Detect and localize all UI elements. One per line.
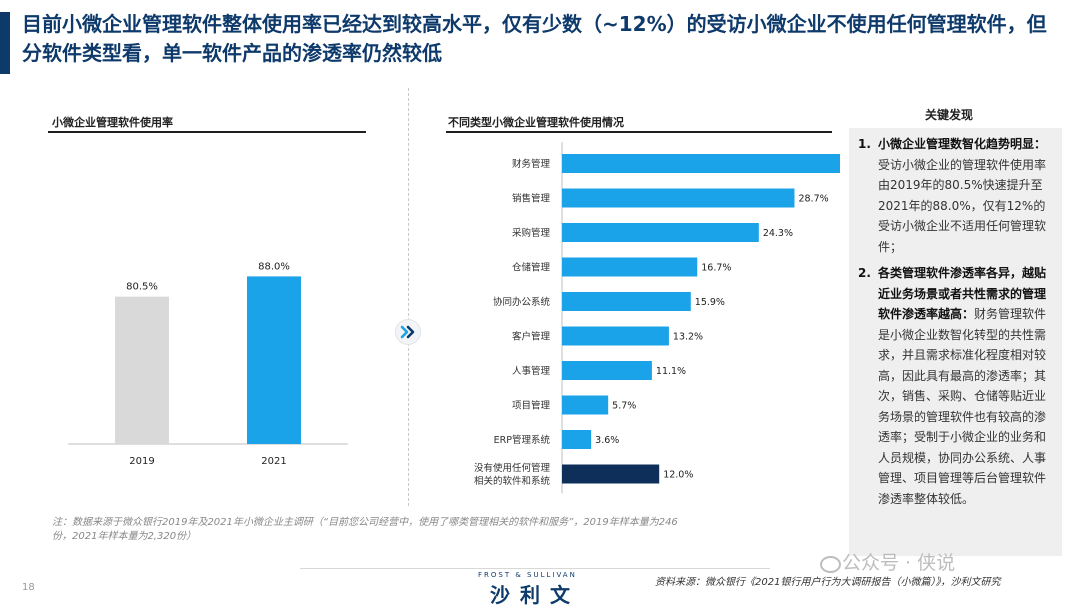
title-accent-bar xyxy=(0,12,10,74)
bar-ERP管理系统 xyxy=(562,430,592,449)
bar-value-label: 12.0% xyxy=(663,470,693,481)
key-findings-list: 1. 小微企业管理数智化趋势明显：受访小微企业的管理软件使用率由2019年的80… xyxy=(858,134,1056,509)
bar-项目管理 xyxy=(562,395,609,415)
x-tick-label: 2021 xyxy=(261,456,286,467)
key-finding-body: 财务管理软件是小微企业数智化转型的共性需求，并且需求标准化程度相对较高，因此具有… xyxy=(878,307,1047,506)
logo-name: 沙利文 xyxy=(490,583,580,607)
bar-协同办公系统 xyxy=(562,292,691,311)
page-title: 目前小微企业管理软件整体使用率已经达到较高水平，仅有少数（~12%）的受访小微企… xyxy=(22,12,1047,65)
bar-value-label: 5.7% xyxy=(612,401,636,412)
bar-采购管理 xyxy=(562,223,759,242)
left-chart-title: 小微企业管理软件使用率 xyxy=(52,116,173,129)
category-label: 仓储管理 xyxy=(512,262,551,274)
bar-value-label: 3.6% xyxy=(595,435,619,446)
key-findings-box xyxy=(849,128,1062,556)
software-type-chart: 40.3%财务管理28.7%销售管理24.3%采购管理16.7%仓储管理15.9… xyxy=(474,142,840,494)
double-chevron-right-icon xyxy=(396,320,420,344)
bar-2021 xyxy=(247,276,301,444)
category-label: 协同办公系统 xyxy=(493,296,551,308)
category-label: 项目管理 xyxy=(512,400,551,412)
category-label: 客户管理 xyxy=(512,331,551,343)
right-chart-title: 不同类型小微企业管理软件使用情况 xyxy=(448,116,624,129)
bar-value-label: 11.1% xyxy=(656,366,686,377)
category-label: 采购管理 xyxy=(512,227,551,239)
x-tick-label: 2019 xyxy=(129,456,154,467)
key-finding-item: 1. 小微企业管理数智化趋势明显：受访小微企业的管理软件使用率由2019年的80… xyxy=(858,137,1047,254)
key-finding-body: 受访小微企业的管理软件使用率由2019年的80.5%快速提升至2021年的88.… xyxy=(878,157,1047,254)
key-finding-lead: 小微企业管理数智化趋势明显： xyxy=(878,137,1047,151)
wechat-icon xyxy=(820,556,841,573)
bar-value-label: 88.0% xyxy=(258,261,290,272)
panel-divider xyxy=(408,88,409,506)
data-note: 注：数据来源于微众银行2019年及2021年小微企业主调研（“目前您公司经营中，… xyxy=(52,517,678,542)
watermark-text: 公众号 · 侠说 xyxy=(842,552,956,574)
bar-value-label: 15.9% xyxy=(695,297,725,308)
source-citation: 资料来源：微众银行《2021银行用户行为大调研报告（小微篇）》，沙利文研究 xyxy=(655,577,1001,588)
category-label: 财务管理 xyxy=(512,158,551,170)
footer-divider xyxy=(300,568,770,569)
key-findings-heading: 关键发现 xyxy=(925,108,974,122)
bar-仓储管理 xyxy=(562,257,698,277)
key-finding-item: 2. 各类管理软件渗透率各异，越贴近业务场景或者共性需求的管理软件渗透率越高：财… xyxy=(858,266,1047,506)
right-chart-rule xyxy=(446,131,832,133)
bar-客户管理 xyxy=(562,326,669,346)
category-label: ERP管理系统 xyxy=(494,434,551,446)
bar-人事管理 xyxy=(562,361,652,380)
bar-value-label: 80.5% xyxy=(126,282,158,293)
bar-财务管理 xyxy=(562,154,840,173)
bar-2019 xyxy=(115,296,169,444)
category-label: 人事管理 xyxy=(512,365,551,377)
key-finding-lead: 各类管理软件渗透率各异，越贴近业务场景或者共性需求的管理软件渗透率越高： xyxy=(878,266,1047,321)
bar-value-label: 13.2% xyxy=(673,332,703,343)
usage-rate-chart: 80.5% 2019 88.0% 2021 xyxy=(68,261,348,467)
bar-value-label: 16.7% xyxy=(701,263,731,274)
page-number: 18 xyxy=(22,582,35,593)
category-label: 销售管理 xyxy=(512,193,551,205)
left-chart-rule xyxy=(48,131,366,133)
bar-value-label: 24.3% xyxy=(763,228,793,239)
bar-销售管理 xyxy=(562,188,795,208)
bar-没有使用任何管理相关的软件和系统 xyxy=(562,464,660,484)
category-label: 没有使用任何管理相关的软件和系统 xyxy=(474,462,551,487)
logo-tagline: FROST & SULLIVAN xyxy=(478,571,577,579)
bar-value-label: 28.7% xyxy=(798,194,828,205)
